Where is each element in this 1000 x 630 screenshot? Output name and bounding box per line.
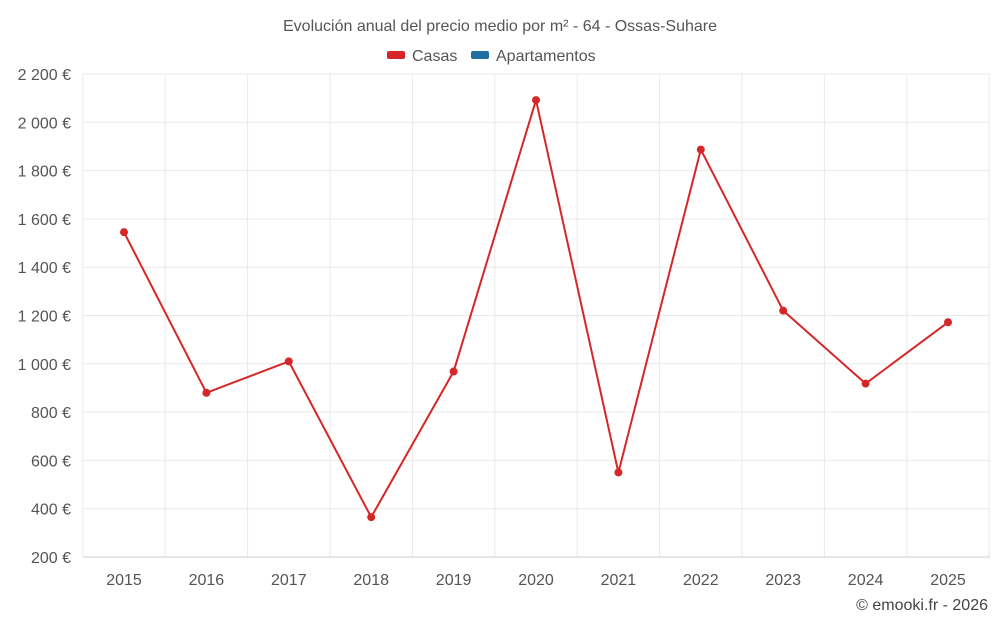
y-tick-label: 1 200 € <box>18 309 71 326</box>
x-tick-label: 2016 <box>189 572 225 589</box>
series-casas <box>120 96 952 522</box>
y-tick-label: 800 € <box>31 405 71 422</box>
data-point[interactable] <box>367 513 376 522</box>
y-tick-label: 1 000 € <box>18 357 71 374</box>
data-point[interactable] <box>696 145 705 154</box>
y-tick-label: 400 € <box>31 502 71 519</box>
x-tick-label: 2022 <box>683 572 719 589</box>
data-point[interactable] <box>614 468 623 477</box>
legend-item-apartamentos[interactable]: Apartamentos <box>471 48 596 65</box>
data-point[interactable] <box>284 357 293 366</box>
y-tick-label: 2 200 € <box>18 67 71 84</box>
y-tick-label: 600 € <box>31 453 71 470</box>
y-tick-label: 1 400 € <box>18 260 71 277</box>
credit-text: © emooki.fr - 2026 <box>856 597 988 614</box>
data-point[interactable] <box>532 96 540 105</box>
data-point[interactable] <box>202 388 211 397</box>
data-point[interactable] <box>449 367 458 376</box>
y-tick-label: 200 € <box>31 550 71 567</box>
x-tick-label: 2023 <box>765 572 801 589</box>
y-axis-tick-labels: 200 € 400 € 600 € 800 € 1 000 € 1 200 € 1 400 … <box>18 67 71 567</box>
x-tick-label: 2015 <box>106 572 142 589</box>
y-tick-label: 1 600 € <box>18 212 71 229</box>
legend-swatch-apartamentos <box>471 51 489 59</box>
legend-label-casas: Casas <box>412 48 457 65</box>
x-tick-label: 2019 <box>436 572 472 589</box>
y-tick-label: 2 000 € <box>18 115 71 132</box>
legend-label-apartamentos: Apartamentos <box>496 48 596 65</box>
data-point[interactable] <box>779 306 788 315</box>
chart-title: Evolución anual del precio medio por m² … <box>283 18 717 35</box>
x-tick-label: 2018 <box>353 572 389 589</box>
data-point[interactable] <box>861 379 870 388</box>
x-tick-label: 2024 <box>848 572 884 589</box>
legend-swatch-casas <box>387 51 405 59</box>
y-gridlines <box>83 73 990 558</box>
y-tick-label: 1 800 € <box>18 164 71 181</box>
x-axis-tick-labels: 2015 2016 2017 2018 2019 2020 2021 2022 2023 2024… <box>106 572 966 589</box>
legend: Casas Apartamentos <box>387 48 596 65</box>
x-tick-label: 2017 <box>271 572 307 589</box>
x-tick-label: 2020 <box>518 572 554 589</box>
x-tick-label: 2025 <box>930 572 966 589</box>
x-tick-label: 2021 <box>601 572 637 589</box>
data-point[interactable] <box>120 228 128 237</box>
legend-item-casas[interactable]: Casas <box>387 48 457 65</box>
data-point[interactable] <box>944 318 952 327</box>
